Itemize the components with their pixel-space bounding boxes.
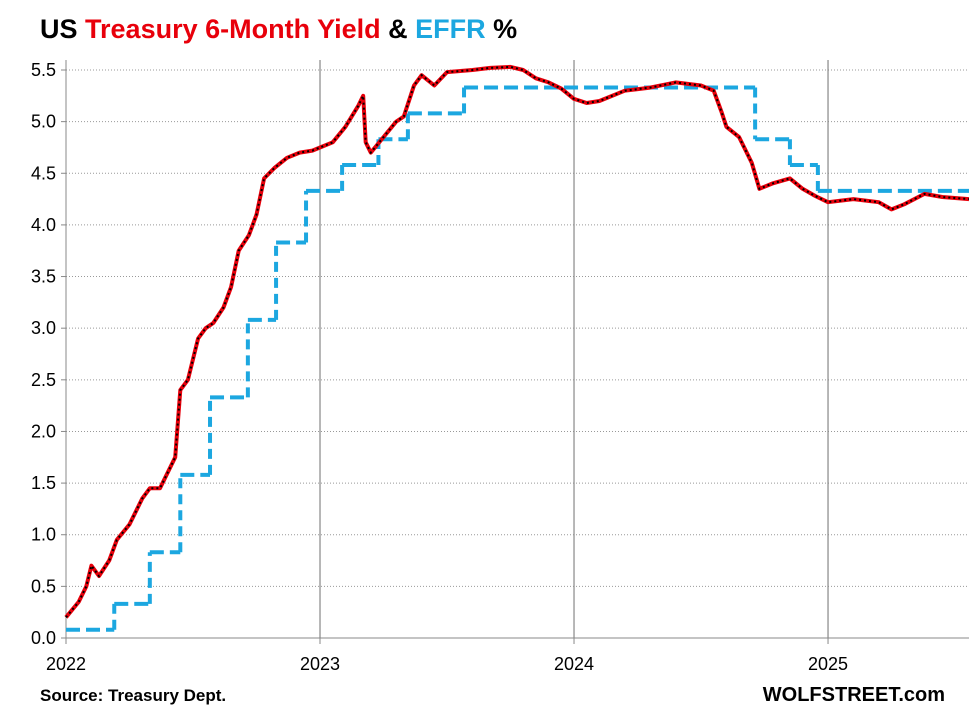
source: Source: Treasury Dept.	[40, 686, 226, 705]
y-tick-label: 3.5	[31, 267, 56, 287]
y-tick-label: 2.0	[31, 421, 56, 441]
credit: WOLFSTREET.com	[763, 684, 945, 706]
y-tick-label: 3.0	[31, 318, 56, 338]
x-tick-label: 2022	[46, 654, 86, 674]
title-part: Treasury 6-Month Yield	[85, 14, 381, 44]
title-part: US	[40, 14, 78, 44]
y-tick-label: 5.0	[31, 112, 56, 132]
x-tick-label: 2023	[300, 654, 340, 674]
y-tick-label: 1.5	[31, 473, 56, 493]
y-tick-label: 0.5	[31, 576, 56, 596]
y-tick-label: 4.5	[31, 163, 56, 183]
x-tick-label: 2025	[808, 654, 848, 674]
title-part: %	[493, 14, 517, 44]
yield-line-dots	[65, 65, 969, 618]
title-part: EFFR	[415, 14, 486, 44]
y-tick-label: 2.5	[31, 370, 56, 390]
title-part: &	[388, 14, 408, 44]
x-tick-label: 2024	[554, 654, 594, 674]
y-tick-label: 1.0	[31, 525, 56, 545]
y-tick-label: 5.5	[31, 60, 56, 80]
chart-title: US Treasury 6-Month Yield & EFFR %	[40, 14, 517, 44]
y-tick-label: 0.0	[31, 628, 56, 648]
y-tick-label: 4.0	[31, 215, 56, 235]
